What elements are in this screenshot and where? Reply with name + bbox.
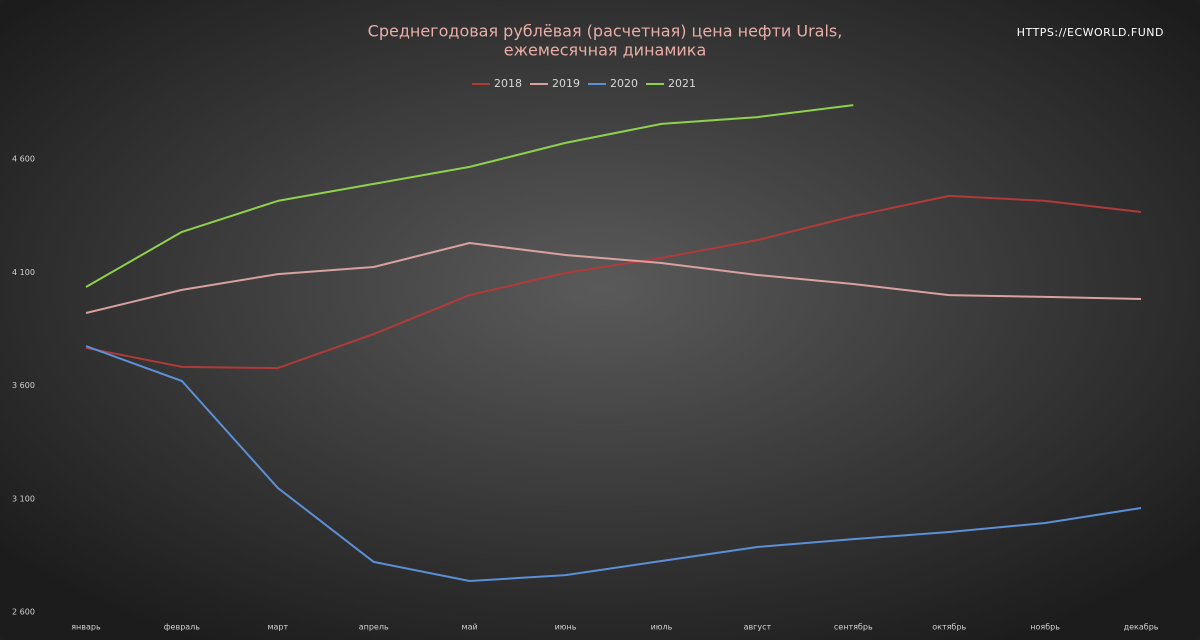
x-tick-label: февраль: [164, 623, 201, 632]
x-tick-label: ноябрь: [1030, 623, 1060, 632]
y-tick-label: 4 100: [12, 268, 35, 277]
x-tick-label: декабрь: [1124, 623, 1159, 632]
series-line: [85, 194, 1142, 370]
chart-title: Среднегодовая рублёвая (расчетная) цена …: [368, 22, 843, 41]
legend-label: 2021: [668, 77, 696, 90]
x-tick-label: июнь: [555, 623, 577, 632]
x-tick-label: сентябрь: [834, 623, 873, 632]
y-tick-label: 2 600: [12, 608, 35, 617]
x-tick-label: октябрь: [932, 623, 966, 632]
series-line: [85, 345, 1142, 582]
legend-label: 2020: [610, 77, 638, 90]
series-line: [85, 104, 854, 288]
y-tick-label: 3 100: [12, 494, 35, 503]
x-tick-label: апрель: [359, 623, 389, 632]
x-tick-label: январь: [71, 623, 101, 632]
legend-label: 2018: [494, 77, 522, 90]
y-tick-label: 3 600: [12, 381, 35, 390]
x-tick-label: июль: [651, 623, 673, 632]
watermark: HTTPS://ECWORLD.FUND: [1017, 26, 1164, 39]
legend-label: 2019: [552, 77, 580, 90]
x-tick-label: август: [744, 623, 772, 632]
series-line: [85, 242, 1142, 314]
x-tick-label: май: [462, 623, 478, 632]
chart-subtitle: ежемесячная динамика: [504, 41, 707, 60]
x-tick-label: март: [267, 623, 288, 632]
y-tick-label: 4 600: [12, 155, 35, 164]
